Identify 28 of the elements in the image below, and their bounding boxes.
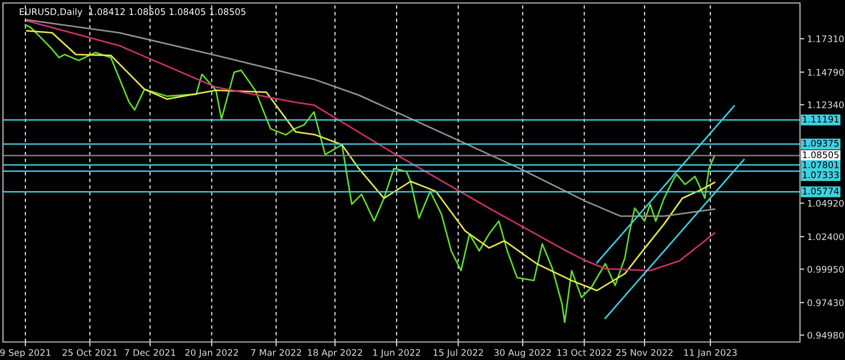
line-series	[26, 19, 716, 217]
y-tick-label: 0.99950	[808, 266, 844, 273]
x-tick-label: 7 Dec 2021	[124, 349, 176, 356]
ref-line-label: 1.07801	[802, 161, 838, 168]
x-tick-label: 30 Aug 2022	[494, 349, 551, 358]
ref-line-label: 1.11191	[802, 116, 838, 123]
text: EURUSD,Daily 1.08412 1.08505 1.08405 1.08505	[20, 8, 246, 17]
x-tick-label: 18 Apr 2022	[308, 349, 362, 358]
ref-line-label: 1.07333	[802, 171, 839, 178]
x-tick-label: 15 Jul 2022	[434, 348, 483, 358]
x-tick-label: 20 Jan 2022	[185, 349, 238, 358]
y-tick-label: 1.17310	[808, 35, 844, 42]
y-tick-label: 1.04920	[808, 200, 844, 207]
x-tick-label: 25 Oct 2021	[62, 349, 117, 356]
x-tick-label: 1 Jun 2022	[373, 349, 420, 358]
x-tick-label: 25 Nov 2022	[616, 349, 673, 356]
ref-line-label: 1.09375	[802, 140, 839, 147]
ref-line-label: 1.05774	[802, 188, 839, 194]
y-tick-label: 0.94980	[808, 332, 844, 339]
y-tick-label: 0.97430	[808, 299, 844, 306]
y-tick-label: 1.02400	[808, 233, 844, 240]
ref-line-label: 1.08505	[802, 151, 839, 158]
x-tick-label: 11 Jan 2023	[684, 349, 737, 358]
x-tick-label: 9 Sep 2021	[0, 349, 50, 358]
y-tick-label: 1.14790	[808, 68, 844, 76]
x-tick-label: 13 Oct 2022	[557, 349, 612, 356]
y-tick-label: 1.12340	[808, 101, 844, 108]
x-tick-label: 7 Mar 2022	[251, 349, 301, 356]
